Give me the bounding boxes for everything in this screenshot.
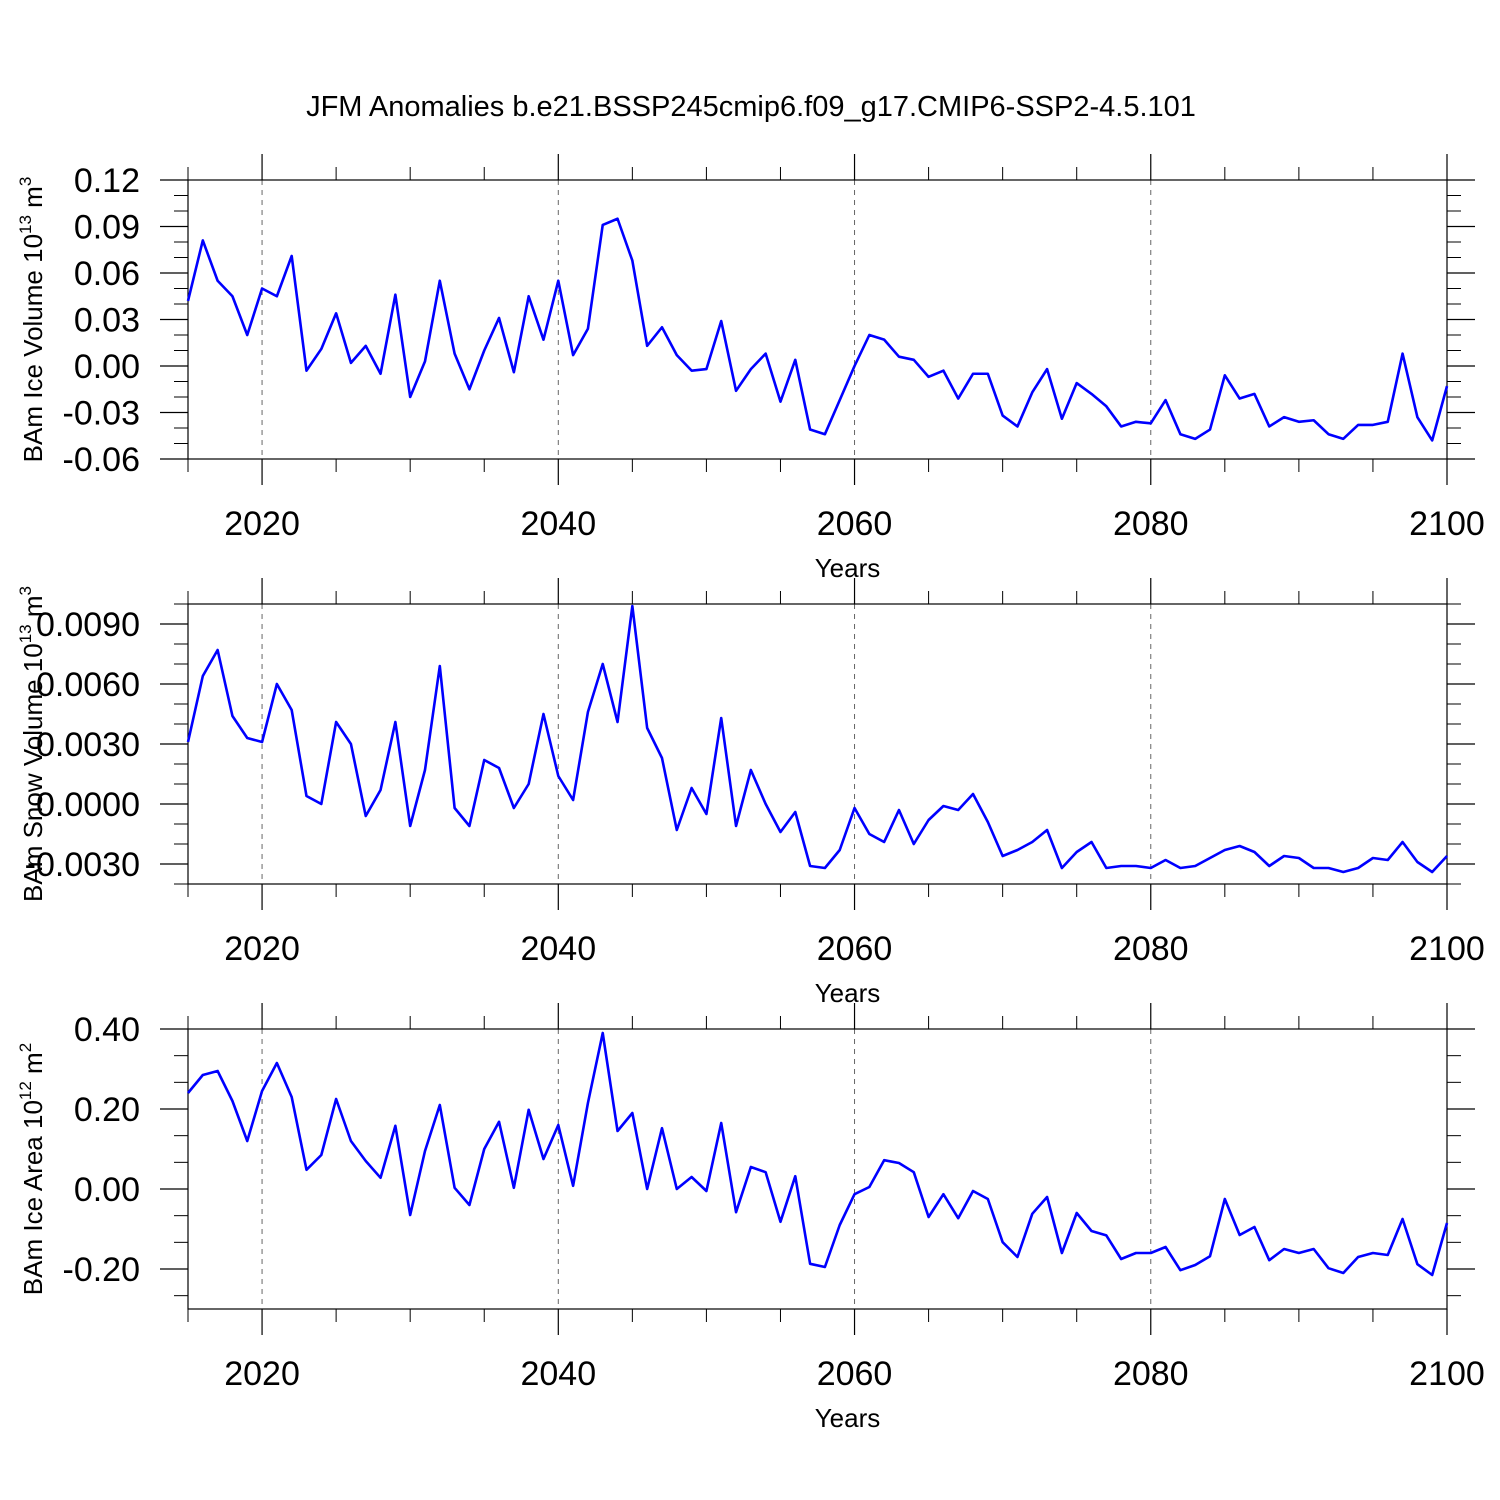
y-tick-label: 0.20 xyxy=(74,1091,140,1129)
y-axis-label: BAm Ice Volume 1013 m3 xyxy=(16,177,48,463)
x-tick-label: 2100 xyxy=(1409,505,1485,543)
x-axis-label: Years xyxy=(815,978,881,1008)
y-tick-label: 0.03 xyxy=(74,302,140,340)
y-axis-label-text: BAm Ice Volume 10 xyxy=(18,234,48,462)
y-tick-label: -0.0030 xyxy=(25,846,140,884)
y-axis-label-text: BAm Snow Volume 10 xyxy=(18,643,48,902)
x-tick-label: 2040 xyxy=(520,505,596,543)
y-tick-label: 0.00 xyxy=(74,348,140,386)
plot-frame xyxy=(187,603,1448,885)
series-line xyxy=(186,604,1448,874)
x-tick-label: 2060 xyxy=(817,1355,893,1393)
y-axis-label-unit-exponent: 3 xyxy=(16,586,35,595)
chart-title: JFM Anomalies b.e21.BSSP245cmip6.f09_g17… xyxy=(306,91,1196,123)
series-line xyxy=(186,1031,1449,1277)
y-tick-label: 0.0030 xyxy=(36,726,140,764)
x-tick-label: 2040 xyxy=(520,930,596,968)
y-axis-label: BAm Snow Volume 1013 m3 xyxy=(16,586,48,902)
y-axis-label-text: BAm Ice Area 10 xyxy=(18,1100,48,1295)
y-tick-label: -0.03 xyxy=(63,395,141,433)
y-tick-label: -0.20 xyxy=(63,1251,141,1289)
y-axis-label: BAm Ice Area 1012 m2 xyxy=(16,1043,48,1295)
x-tick-label: 2100 xyxy=(1409,930,1485,968)
y-tick-label: 0.00 xyxy=(74,1171,140,1209)
y-tick-label: 0.12 xyxy=(74,162,140,200)
y-tick-label: 0.0000 xyxy=(36,786,140,824)
y-axis-label-unit: m xyxy=(18,186,48,215)
y-tick-label: 0.0060 xyxy=(36,666,140,704)
y-axis-label-exponent: 12 xyxy=(16,1081,35,1100)
x-tick-label: 2100 xyxy=(1409,1355,1485,1393)
x-axis-label: Years xyxy=(815,1403,881,1433)
x-tick-label: 2080 xyxy=(1113,930,1189,968)
series-line xyxy=(186,217,1449,442)
y-axis-label-exponent: 13 xyxy=(16,624,35,643)
plot-frame xyxy=(187,179,1448,460)
plot-frame xyxy=(187,1028,1448,1310)
y-tick-label: 0.40 xyxy=(74,1011,140,1049)
y-tick-label: -0.06 xyxy=(63,441,141,479)
y-axis-label-unit-exponent: 3 xyxy=(16,177,35,186)
x-tick-label: 2020 xyxy=(224,1355,300,1393)
panel-ice-volume: -0.06 -0.03 0.00 0.03 0.06 0.09 0.12 2020 2040 20… xyxy=(16,154,1485,583)
x-tick-label: 2060 xyxy=(817,505,893,543)
x-tick-label: 2080 xyxy=(1113,1355,1189,1393)
y-axis-label-exponent: 13 xyxy=(16,215,35,234)
x-tick-label: 2080 xyxy=(1113,505,1189,543)
y-tick-label: 0.09 xyxy=(74,209,140,247)
y-tick-label: 0.0090 xyxy=(36,606,140,644)
y-axis-label-unit-exponent: 2 xyxy=(16,1043,35,1052)
x-tick-label: 2060 xyxy=(817,930,893,968)
y-tick-label: 0.06 xyxy=(74,255,140,293)
panel-snow-volume: -0.0030 0.0000 0.0030 0.0060 0.0090 2020 2040 2… xyxy=(16,578,1485,1008)
x-tick-label: 2020 xyxy=(224,505,300,543)
panel-ice-area: -0.20 0.00 0.20 0.40 2020 2040 2060 2080 2100 Yea… xyxy=(16,1003,1485,1433)
x-tick-label: 2040 xyxy=(520,1355,596,1393)
y-axis-label-unit: m xyxy=(18,1052,48,1081)
x-tick-label: 2020 xyxy=(224,930,300,968)
y-axis-label-unit: m xyxy=(18,595,48,624)
x-axis-label: Years xyxy=(815,553,881,583)
